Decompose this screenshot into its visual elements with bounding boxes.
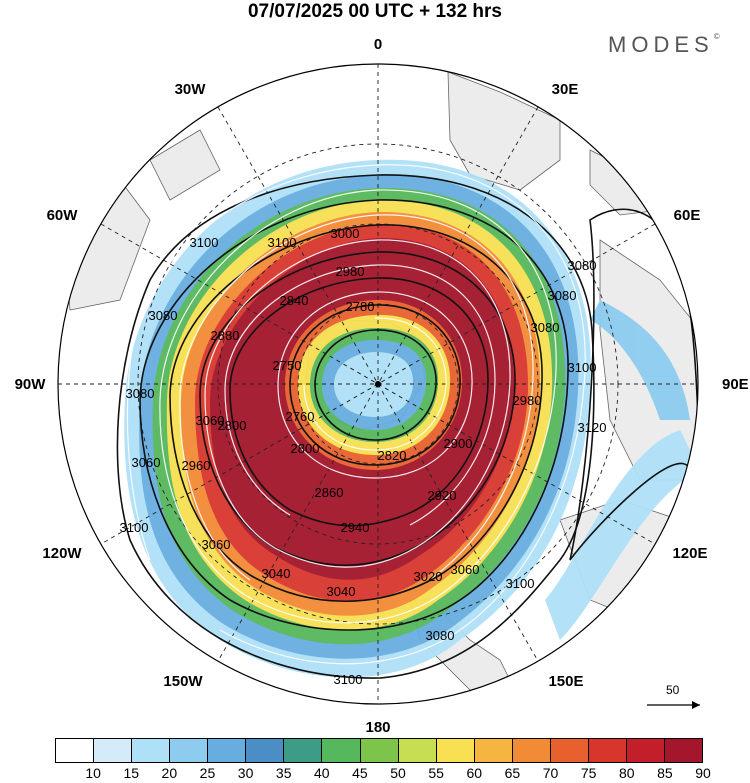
- colorbar-tick-label: 10: [85, 765, 101, 781]
- contour-label: 3100: [268, 235, 297, 250]
- contour-label: 3100: [506, 576, 535, 591]
- meridian-label-120e: 120E: [672, 545, 707, 562]
- contour-label: 3080: [426, 628, 455, 643]
- colorbar-cell: [474, 739, 513, 762]
- contour-label: 2820: [378, 448, 407, 463]
- colorbar-tick-label: 25: [199, 765, 216, 781]
- contour-label: 3080: [149, 308, 178, 323]
- contour-label: 3040: [327, 584, 356, 599]
- contour-label: 2920: [428, 488, 457, 503]
- contour-label: 2980: [336, 264, 365, 279]
- colorbar-cell: [94, 739, 133, 762]
- colorbar-cell: [398, 739, 437, 762]
- colorbar-cell: [550, 739, 589, 762]
- colorbar-tick-label: 40: [314, 765, 330, 781]
- meridian-label-150w: 150W: [163, 673, 203, 690]
- colorbar-tick-label: 35: [275, 765, 292, 781]
- contour-label: 3020: [414, 569, 443, 584]
- colorbar-cell: [208, 739, 247, 762]
- contour-label: 3060: [202, 537, 231, 552]
- contour-label: 3060: [196, 413, 225, 428]
- meridian-label-180: 180: [365, 719, 390, 736]
- meridian-label-60w: 60W: [47, 207, 79, 224]
- contour-label: 2750: [273, 358, 302, 373]
- colorbar-cell: [665, 739, 703, 762]
- contour-label: 3000: [331, 226, 360, 241]
- colorbar-cell: [360, 739, 399, 762]
- brand-name: MODES: [608, 32, 714, 57]
- meridian-label-30e: 30E: [552, 81, 579, 98]
- wind-scale-arrowhead: [692, 701, 700, 709]
- contour-label: 3100: [568, 360, 597, 375]
- wind-scale-label: 50: [666, 683, 680, 697]
- colorbar-tick-label: 65: [504, 765, 521, 781]
- contour-label: 3040: [262, 566, 291, 581]
- contour-label: 2840: [280, 293, 309, 308]
- polar-map: 0 30E 60E 90E 120E 150E 180 150W 120W 90…: [15, 36, 749, 736]
- map-disc: [58, 64, 698, 704]
- contour-label: 3100: [334, 672, 363, 687]
- map-boundary: [57, 63, 699, 705]
- contour-label: 2860: [315, 485, 344, 500]
- meridian-label-30w: 30W: [175, 81, 207, 98]
- contour-label: 2880: [211, 328, 240, 343]
- contour-label: 3080: [126, 386, 155, 401]
- meridian-label-120w: 120W: [42, 545, 82, 562]
- contour-label: 2960: [182, 458, 211, 473]
- contour-label: 3080: [531, 320, 560, 335]
- contour-label: 3080: [568, 258, 597, 273]
- colorbar-tick-label: 55: [428, 765, 444, 781]
- contour-label: 2940: [341, 520, 370, 535]
- colorbar-tick-label: 70: [542, 765, 559, 781]
- colorbar-cell: [56, 739, 95, 762]
- colorbar-tick-label: 45: [352, 765, 368, 781]
- meridian-label-60e: 60E: [674, 207, 701, 224]
- contour-label: 3080: [548, 288, 577, 303]
- contour-label: 2800: [291, 441, 320, 456]
- contour-label: 2760: [286, 409, 315, 424]
- contour-label: 2980: [513, 393, 542, 408]
- colorbar-tick-label: 75: [580, 765, 597, 781]
- colorbar-tick-label: 85: [657, 765, 673, 781]
- colorbar-cell: [436, 739, 475, 762]
- meridian-label-150e: 150E: [548, 673, 583, 690]
- colorbar-cell: [170, 739, 209, 762]
- colorbar-tick-label: 90: [695, 765, 711, 781]
- brand-logo: MODES©: [608, 32, 720, 58]
- wind-scale: [647, 701, 700, 709]
- colorbar-cell: [284, 739, 323, 762]
- south-pole-marker: [375, 381, 381, 387]
- colorbar-tick-label: 50: [390, 765, 406, 781]
- colorbar-cell: [512, 739, 551, 762]
- contour-label: 2900: [444, 436, 473, 451]
- colorbar-tick-label: 60: [466, 765, 483, 781]
- colorbar-tick-label: 15: [123, 765, 140, 781]
- colorbar-cell: [588, 739, 627, 762]
- contour-label: 3100: [190, 235, 219, 250]
- colorbar-cell: [132, 739, 171, 762]
- meridian-label-90e: 90E: [722, 376, 749, 393]
- colorbar-tick-label: 80: [618, 765, 635, 781]
- contour-label: 2800: [218, 418, 247, 433]
- copyright-mark: ©: [713, 32, 720, 41]
- contour-labels: 3000 2980 2780 2840 2750 2880 3080 3100 …: [120, 226, 607, 687]
- contour-label: 3060: [451, 562, 480, 577]
- colorbar-cell: [322, 739, 361, 762]
- colorbar-tick-label: 20: [161, 765, 178, 781]
- contour-label: 3100: [120, 520, 149, 535]
- colorbar-cell: [246, 739, 285, 762]
- meridian-label-0: 0: [374, 36, 382, 53]
- colorbar-tick-label: 30: [237, 765, 254, 781]
- wind-streamlines: [126, 164, 586, 665]
- colorbar: [55, 738, 703, 763]
- height-contours: [116, 174, 698, 679]
- contour-label: 3120: [578, 420, 607, 435]
- contour-label: 3060: [132, 455, 161, 470]
- colorbar-cell: [626, 739, 665, 762]
- chart-title: 07/07/2025 00 UTC + 132 hrs: [247, 1, 503, 22]
- meridian-label-90w: 90W: [15, 376, 47, 393]
- colorbar-ticks: 10 15 20 25 30 35 40 45 50 55 60 65 70 75 80 85 90: [55, 765, 710, 783]
- contour-label: 2780: [346, 299, 375, 314]
